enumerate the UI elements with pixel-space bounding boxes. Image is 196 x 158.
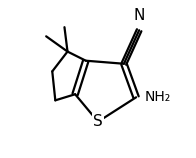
Text: NH₂: NH₂ xyxy=(144,90,171,104)
Text: N: N xyxy=(133,8,145,23)
Text: S: S xyxy=(93,114,103,129)
